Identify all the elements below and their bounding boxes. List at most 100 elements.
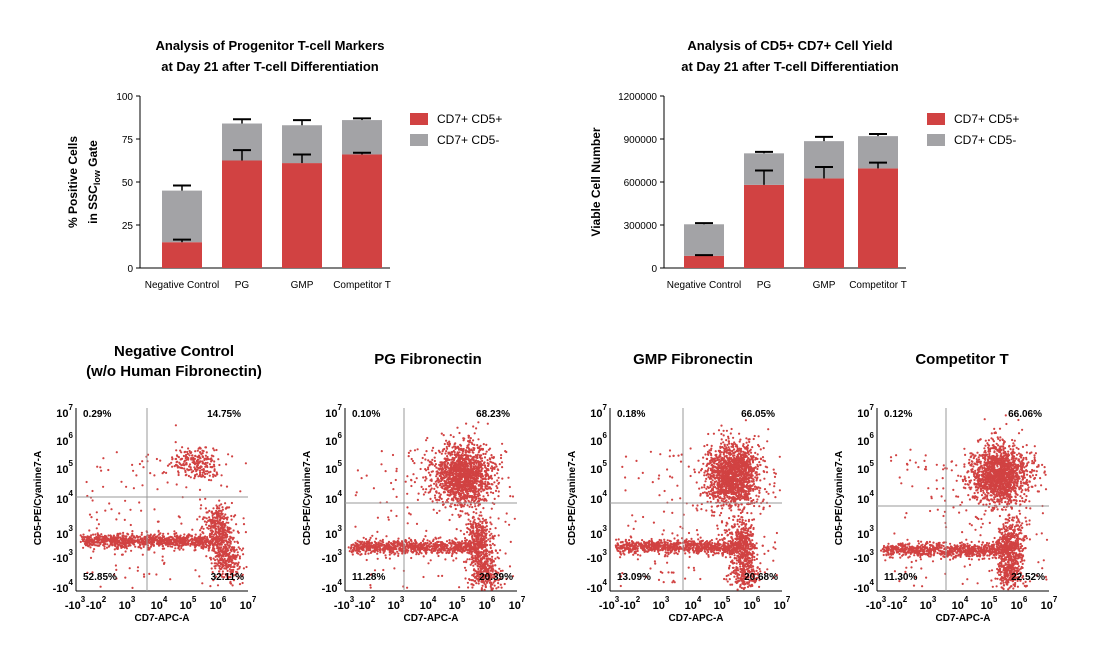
event-dot bbox=[201, 582, 204, 585]
event-dot bbox=[442, 474, 445, 477]
bar-cd7-cd5-neg bbox=[342, 120, 382, 155]
x-tick-label: PG bbox=[235, 280, 250, 291]
event-dot bbox=[197, 535, 200, 539]
event-dot bbox=[479, 474, 482, 477]
event-dot bbox=[211, 535, 215, 538]
event-dot bbox=[453, 551, 456, 554]
event-dot bbox=[467, 513, 470, 517]
event-dot bbox=[468, 494, 471, 497]
event-dot bbox=[353, 548, 356, 551]
event-dot bbox=[484, 529, 487, 532]
event-dot bbox=[110, 508, 113, 511]
event-dot bbox=[407, 451, 410, 454]
event-dot bbox=[376, 516, 379, 519]
event-dot bbox=[486, 491, 489, 494]
event-dot bbox=[499, 583, 502, 586]
event-dot bbox=[159, 459, 162, 462]
event-dot bbox=[193, 463, 197, 466]
event-dot bbox=[457, 513, 460, 517]
event-dot bbox=[89, 556, 93, 560]
event-dot bbox=[365, 474, 368, 477]
event-dot bbox=[451, 542, 454, 545]
event-dot bbox=[228, 528, 231, 531]
event-dot bbox=[218, 499, 221, 502]
event-dot bbox=[481, 534, 484, 538]
event-dot bbox=[477, 538, 480, 541]
event-dot bbox=[404, 546, 407, 549]
event-dot bbox=[490, 461, 493, 464]
event-dot bbox=[459, 514, 462, 517]
event-dot bbox=[396, 543, 399, 546]
event-dot bbox=[102, 536, 105, 539]
event-dot bbox=[180, 458, 183, 461]
event-dot bbox=[173, 535, 176, 538]
event-dot bbox=[410, 457, 413, 461]
event-dot bbox=[368, 541, 371, 544]
event-dot bbox=[216, 516, 219, 519]
event-dot bbox=[411, 459, 414, 463]
event-dot bbox=[466, 581, 469, 584]
event-dot bbox=[174, 441, 177, 444]
event-dot bbox=[180, 542, 183, 545]
event-dot bbox=[364, 552, 367, 556]
event-dot bbox=[480, 457, 484, 460]
event-dot bbox=[177, 473, 180, 477]
event-dot bbox=[94, 544, 97, 547]
event-dot bbox=[179, 449, 182, 452]
event-dot bbox=[487, 448, 490, 451]
event-dot bbox=[415, 553, 418, 556]
event-dot bbox=[157, 533, 161, 536]
event-dot bbox=[210, 459, 213, 462]
event-dot bbox=[226, 540, 230, 544]
event-dot bbox=[353, 545, 356, 548]
event-dot bbox=[140, 531, 143, 534]
event-dot bbox=[480, 537, 483, 540]
chart-title-line: at Day 21 after T-cell Differentiation bbox=[681, 59, 899, 74]
event-dot bbox=[184, 450, 187, 453]
event-dot bbox=[438, 495, 441, 498]
event-dot bbox=[411, 543, 414, 546]
event-dot bbox=[230, 559, 233, 562]
event-dot bbox=[163, 561, 166, 564]
event-dot bbox=[93, 548, 96, 551]
event-dot bbox=[98, 537, 101, 540]
event-dot bbox=[488, 486, 491, 489]
event-dot bbox=[135, 474, 138, 477]
event-dot bbox=[212, 533, 216, 536]
flow-plot-title: (w/o Human Fibronectin) bbox=[86, 363, 262, 380]
event-dot bbox=[115, 518, 118, 521]
event-dot bbox=[500, 454, 503, 457]
quadrant-bottom-left: 52.85% bbox=[83, 572, 117, 583]
event-dot bbox=[90, 516, 93, 519]
event-dot bbox=[223, 552, 226, 555]
event-dot bbox=[496, 472, 499, 475]
event-dot bbox=[459, 478, 462, 481]
event-dot bbox=[198, 469, 202, 472]
event-dot bbox=[494, 489, 498, 492]
event-dot bbox=[356, 549, 359, 552]
event-dot bbox=[491, 564, 494, 567]
y-tick-label: 0 bbox=[651, 264, 657, 275]
event-dot bbox=[491, 483, 494, 486]
event-dot bbox=[480, 490, 483, 493]
event-dot bbox=[460, 547, 463, 551]
event-dot bbox=[216, 558, 219, 561]
event-dot bbox=[405, 541, 408, 544]
event-dot bbox=[223, 567, 226, 570]
error-bar bbox=[815, 165, 833, 179]
event-dot bbox=[416, 498, 419, 501]
event-dot bbox=[141, 484, 144, 487]
event-dot bbox=[425, 477, 428, 480]
event-dot bbox=[504, 520, 507, 523]
event-dot bbox=[220, 513, 223, 516]
event-dot bbox=[457, 461, 460, 464]
event-dot bbox=[499, 456, 503, 460]
event-dot bbox=[488, 534, 491, 537]
event-dot bbox=[484, 540, 487, 543]
event-dot bbox=[161, 537, 164, 540]
event-dot bbox=[189, 544, 192, 547]
event-dot bbox=[200, 542, 204, 545]
event-dot bbox=[213, 469, 216, 472]
event-dot bbox=[183, 533, 186, 536]
